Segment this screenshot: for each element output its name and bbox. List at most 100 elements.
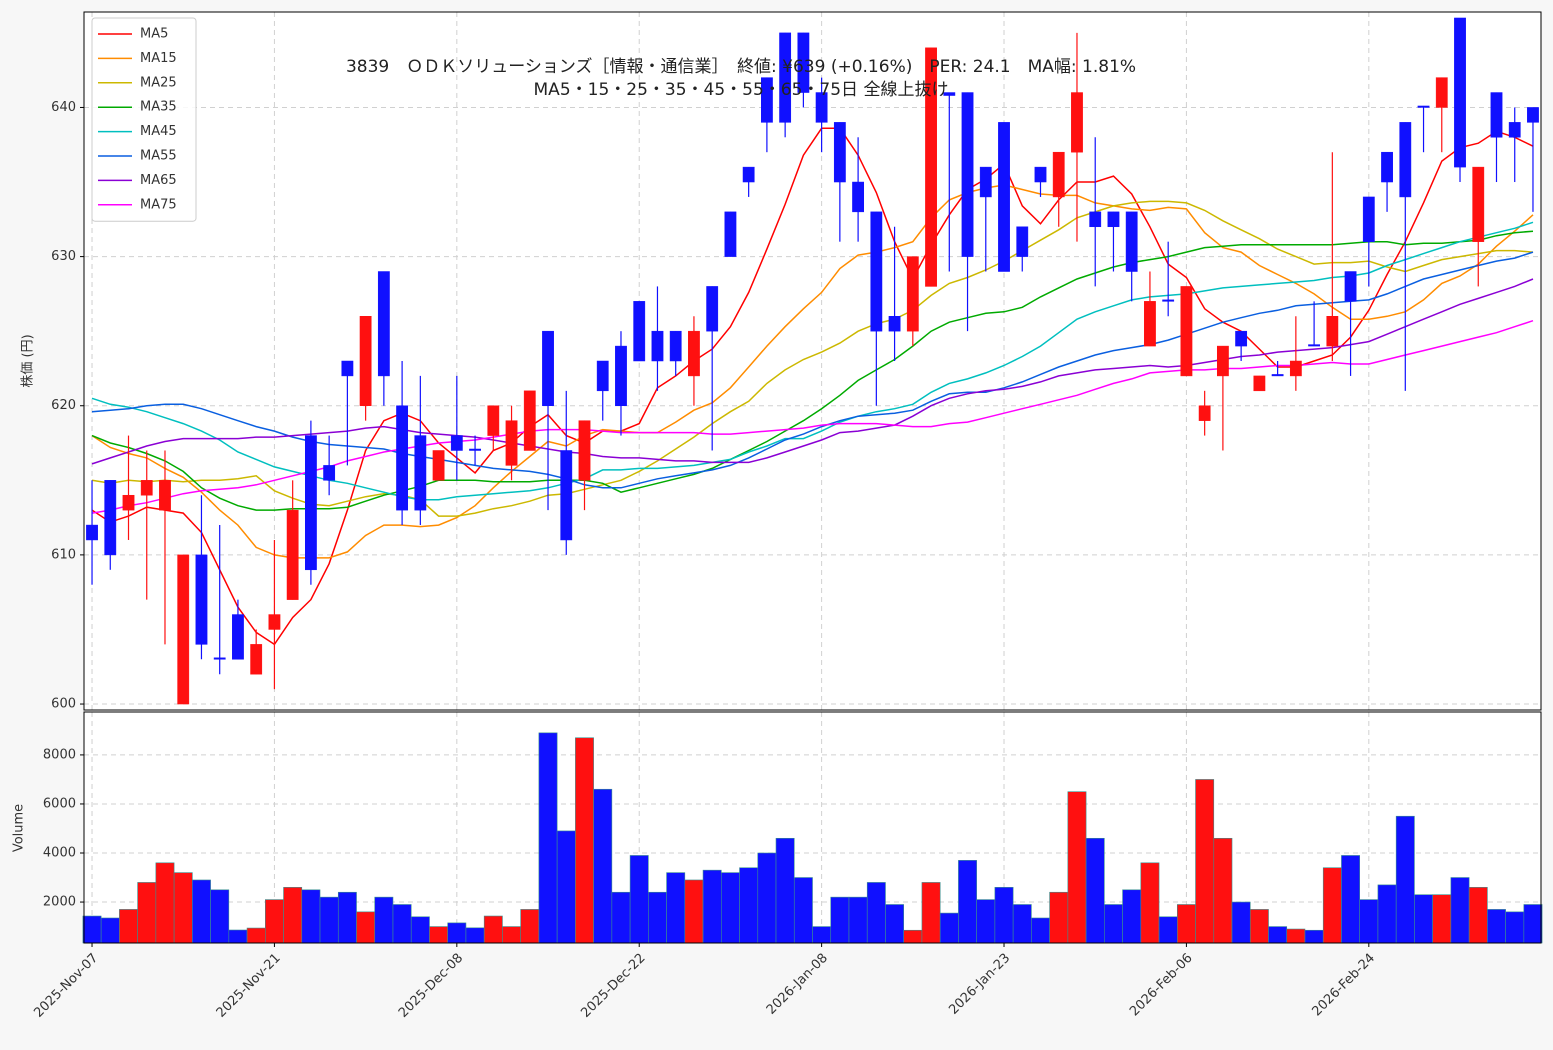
candle-body xyxy=(1216,345,1229,377)
volume-bar xyxy=(137,882,157,944)
candle-body xyxy=(870,211,883,332)
candle-body xyxy=(560,450,573,541)
volume-bar xyxy=(356,911,376,944)
volume-bar xyxy=(1104,904,1123,944)
candle-body xyxy=(779,32,792,123)
candle-body xyxy=(742,166,755,183)
volume-bar xyxy=(1432,894,1452,944)
volume-bar xyxy=(1158,916,1178,944)
volume-bar xyxy=(1505,911,1525,944)
volume-bar xyxy=(958,860,977,944)
chart-subtitle: MA5・15・25・35・45・55・65・75日 全線上抜け xyxy=(534,80,949,100)
candle-body xyxy=(1271,374,1284,377)
volume-bar xyxy=(593,788,613,944)
volume-bar xyxy=(429,926,449,944)
candle-body xyxy=(815,92,828,123)
volume-bar xyxy=(1231,901,1251,944)
candle-body xyxy=(1198,405,1211,421)
candle-body xyxy=(979,166,992,198)
volume-bar xyxy=(757,852,777,944)
volume-bar xyxy=(1286,928,1306,944)
candle-body xyxy=(159,480,171,511)
volume-bar xyxy=(1176,904,1196,944)
candle-body xyxy=(998,122,1010,272)
y-tick-label: 620 xyxy=(51,398,76,413)
volume-frame xyxy=(83,711,1542,944)
volume-bar xyxy=(82,915,102,944)
candle-body xyxy=(1308,344,1321,347)
volume-bar xyxy=(1395,815,1415,944)
volume-bar xyxy=(265,899,284,944)
candle-body xyxy=(213,657,226,660)
legend-label: MA35 xyxy=(140,100,177,115)
candle-body xyxy=(1180,286,1193,377)
candle-body xyxy=(323,465,336,481)
legend-label: MA5 xyxy=(140,27,168,42)
volume-bar xyxy=(1414,894,1433,944)
y-tick-label: 4000 xyxy=(43,846,76,861)
volume-bar xyxy=(648,891,667,944)
candle-body xyxy=(432,450,445,481)
candle-body xyxy=(505,420,518,466)
volume-bar xyxy=(702,869,722,944)
candle-body xyxy=(724,211,737,257)
y-tick-label: 8000 xyxy=(43,747,76,762)
candle-body xyxy=(177,554,190,705)
candle-body xyxy=(122,494,135,511)
volume-bar xyxy=(173,872,193,944)
candle-body xyxy=(961,92,974,257)
volume-bar xyxy=(1304,929,1324,944)
x-tick-label: 2025-Dec-08 xyxy=(396,951,466,1021)
volume-bar xyxy=(502,926,521,944)
volume-bar xyxy=(410,916,430,944)
volume-bar xyxy=(1122,889,1142,944)
volume-bar xyxy=(301,889,321,944)
candle-body xyxy=(1417,105,1430,108)
candle-body xyxy=(523,390,536,451)
volume-bar xyxy=(374,896,394,944)
candle-body xyxy=(852,181,865,213)
volume-bar xyxy=(666,872,686,944)
volume-bar xyxy=(447,922,467,944)
y-axis-label: 株価 (円) xyxy=(21,334,36,387)
candle-body xyxy=(359,316,372,406)
volume-bar xyxy=(210,889,230,944)
candle-body xyxy=(469,448,481,451)
ma-line xyxy=(91,221,1534,501)
y-tick-label: 610 xyxy=(51,547,76,562)
candle-body xyxy=(1235,330,1248,347)
volume-bar xyxy=(192,879,211,944)
plot-layer: 600 610 620 630 640 2000 4000 6000 8000 2025-Nov-… xyxy=(31,12,1543,1021)
volume-bar xyxy=(1067,791,1087,944)
volume-bar xyxy=(885,904,904,944)
volume-bar xyxy=(1450,877,1470,944)
candle-body xyxy=(1344,271,1357,302)
volume-bar xyxy=(556,830,576,944)
volume-bar xyxy=(1085,837,1105,944)
candle-body xyxy=(1253,375,1266,392)
candle-body xyxy=(1144,301,1156,347)
volume-bar xyxy=(629,855,649,944)
candle-body xyxy=(578,420,591,481)
volume-bar xyxy=(465,927,485,944)
candle-body xyxy=(250,644,263,675)
ma-line xyxy=(91,278,1534,465)
candle-body xyxy=(1490,92,1503,138)
x-tick-label: 2026-Feb-06 xyxy=(1127,951,1196,1020)
legend-box xyxy=(91,17,197,222)
volume-bar xyxy=(119,909,138,944)
volume-bar xyxy=(246,927,266,944)
ma-line xyxy=(91,200,1534,517)
volume-bar xyxy=(1359,899,1379,944)
x-tick-label: 2025-Nov-07 xyxy=(31,951,101,1021)
candle-body xyxy=(286,509,299,600)
volume-bar xyxy=(793,877,813,944)
legend-label: MA45 xyxy=(140,124,177,139)
y-tick-label: 6000 xyxy=(43,796,76,811)
volume-bar xyxy=(100,917,120,944)
volume-bar xyxy=(1322,867,1342,944)
candle-body xyxy=(1381,151,1393,183)
candle-body xyxy=(1034,166,1047,183)
